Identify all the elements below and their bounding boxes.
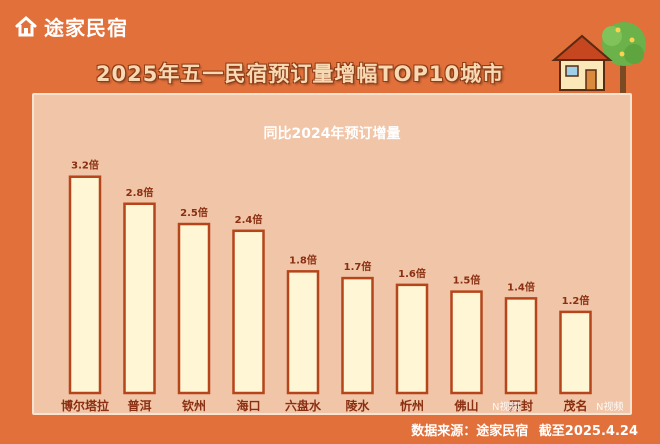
category-label-0: 博尔塔拉 [61, 398, 109, 413]
category-label-8: 开封 [509, 398, 533, 413]
bar-3 [232, 229, 265, 395]
data-label-8: 1.4倍 [507, 280, 535, 293]
source-prefix: 数据来源：途家民宿 [411, 424, 529, 439]
category-label-2: 钦州 [182, 398, 206, 413]
category-label-7: 佛山 [453, 398, 478, 413]
house-tree-illustration-icon [551, 22, 646, 94]
data-label-2: 2.5倍 [180, 206, 208, 219]
source-date: 截至2025.4.24 [538, 424, 638, 439]
chart-subtitle: 同比2024年预订增量 [263, 126, 401, 142]
bar-2 [177, 222, 211, 395]
data-label-7: 1.5倍 [453, 274, 481, 287]
watermark-right: N视频 [596, 398, 623, 413]
bar-6 [395, 283, 429, 395]
watermark-left-text: N视频 [492, 402, 520, 413]
source-note: 数据来源：途家民宿 截至2025.4.24 [405, 420, 638, 439]
data-label-1: 2.8倍 [126, 186, 154, 199]
bar-9 [559, 310, 592, 395]
category-label-6: 忻州 [400, 398, 424, 413]
data-label-0: 3.2倍 [71, 159, 99, 172]
brand-name: 途家民宿 [44, 15, 128, 40]
category-label-9: 茂名 [563, 398, 587, 413]
data-label-3: 2.4倍 [235, 213, 263, 226]
bar-1 [123, 202, 156, 395]
bar-7 [450, 290, 483, 395]
watermark-right-text: N视频 [596, 402, 624, 413]
data-label-4: 1.8倍 [289, 253, 317, 266]
bar-5 [341, 276, 374, 395]
data-label-6: 1.6倍 [398, 267, 426, 280]
bar-4 [286, 270, 320, 395]
watermark-left: N视频 [492, 398, 519, 413]
category-label-5: 陵水 [345, 398, 370, 413]
data-label-9: 1.2倍 [562, 294, 590, 307]
bar-8 [504, 297, 538, 395]
brand-logo: 途家民宿 [14, 10, 128, 42]
category-label-1: 普洱 [127, 398, 151, 413]
house-logo-icon [15, 15, 37, 37]
chart-title: 2025年五一民宿预订量增幅TOP10城市 [95, 62, 505, 86]
data-label-5: 1.7倍 [344, 260, 372, 273]
category-label-3: 海口 [236, 398, 260, 413]
category-label-4: 六盘水 [285, 398, 322, 413]
bar-0 [68, 175, 102, 395]
